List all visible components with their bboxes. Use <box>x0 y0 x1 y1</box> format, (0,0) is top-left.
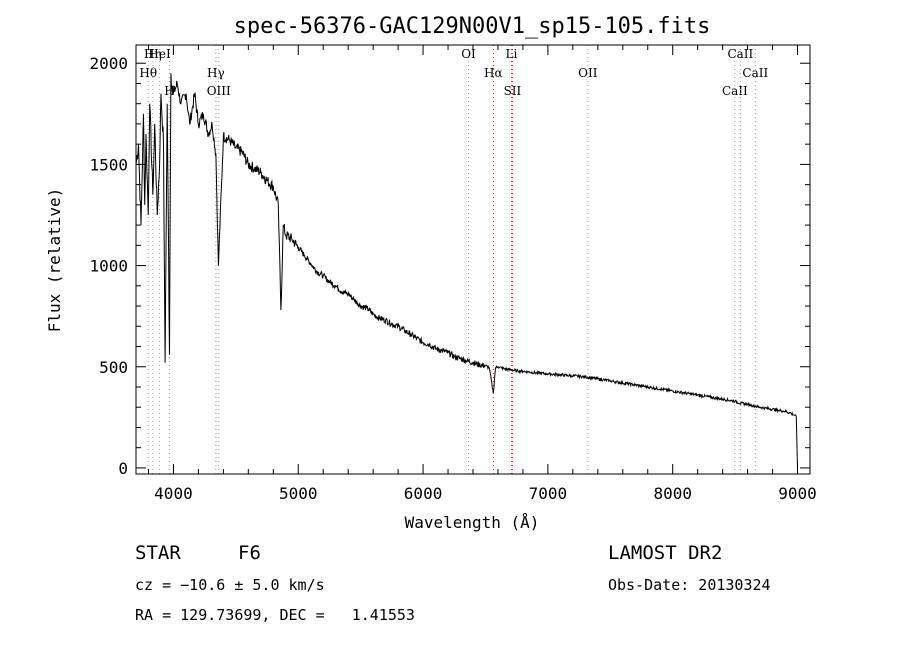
axis-ticks: 4000 5000 6000 7000 8000 9000 0 500 1000 1500 2000 <box>89 45 817 503</box>
line-label: Hα <box>484 66 503 80</box>
chart-title: spec-56376-GAC129N00V1_sp15-105.fits <box>234 14 711 39</box>
redshift-text: cz = −10.6 ± 5.0 km/s <box>135 576 325 594</box>
coordinates-text: RA = 129.73699, DEC = 1.41553 <box>135 606 415 624</box>
line-label: OIII <box>207 84 231 98</box>
spectral-subclass: F6 <box>238 542 261 564</box>
line-label: Hθ <box>139 66 157 80</box>
line-label: OII <box>578 66 598 80</box>
line-label: H <box>164 84 174 98</box>
x-axis-label: Wavelength (Å) <box>405 513 540 532</box>
x-tick-label: 7000 <box>529 484 568 503</box>
line-label: CaII <box>742 66 768 80</box>
line-label: CaII <box>722 84 748 98</box>
plot-frame <box>135 44 811 475</box>
line-label: SII <box>504 84 522 98</box>
y-tick-label: 0 <box>118 459 128 478</box>
survey-label: LAMOST DR2 <box>608 542 722 564</box>
line-label: Li <box>506 47 518 61</box>
line-label: CaII <box>727 47 753 61</box>
spectrum-series-line <box>135 73 798 468</box>
x-tick-label: 9000 <box>778 484 817 503</box>
line-label: Hγ <box>207 66 225 80</box>
obs-date-text: Obs-Date: 20130324 <box>608 576 771 594</box>
line-label: OI <box>461 47 476 61</box>
x-tick-label: 4000 <box>154 484 193 503</box>
x-tick-label: 6000 <box>404 484 443 503</box>
x-tick-label: 5000 <box>279 484 318 503</box>
y-tick-label: 2000 <box>89 54 128 73</box>
y-tick-label: 1000 <box>89 257 128 276</box>
x-tick-label: 8000 <box>653 484 692 503</box>
object-class: STAR <box>135 542 181 564</box>
y-axis-label: Flux (relative) <box>45 188 64 333</box>
line-label: HeI <box>148 47 171 61</box>
y-tick-label: 500 <box>99 358 128 377</box>
y-tick-label: 1500 <box>89 155 128 174</box>
